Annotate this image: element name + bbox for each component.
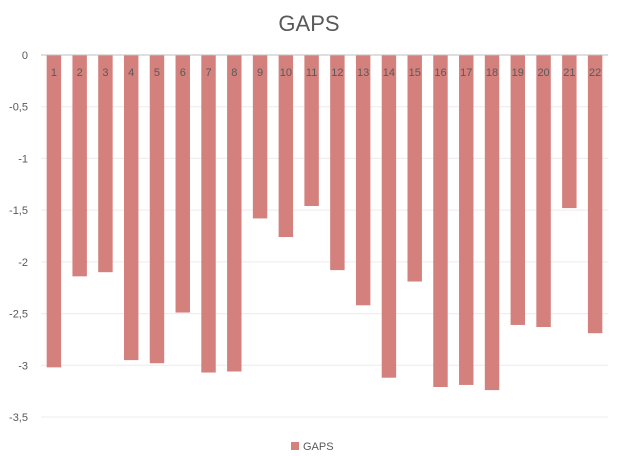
bar [433,55,448,388]
bar [149,55,165,364]
bar [381,55,397,378]
category-label: 22 [589,67,601,79]
category-label: 2 [77,67,83,79]
category-label: 7 [205,67,211,79]
x-category-labels: 1 2 3 4 5 6 7 8 9 10 11 12 13 14 15 16 17 18 19 20 21 22 [51,67,601,79]
bar [510,55,526,325]
category-label: 8 [231,67,237,79]
category-label: 16 [434,67,446,79]
category-label: 5 [154,67,160,79]
legend-label: GAPS [303,441,334,453]
bar [407,55,422,282]
category-label: 11 [306,67,317,79]
category-label: 10 [280,67,292,79]
y-tick-label: -2 [18,257,28,269]
bar [587,55,603,334]
bar [175,55,190,313]
bar [330,55,345,271]
y-tick-label: -0,5 [9,102,28,114]
bar [484,55,500,391]
bar [278,55,294,238]
category-label: 18 [486,67,498,79]
category-label: 15 [409,67,421,79]
bar [46,55,62,368]
category-label: 21 [563,67,575,79]
bar [459,55,474,385]
category-label: 3 [102,67,108,79]
category-label: 1 [51,67,57,79]
category-label: 9 [257,67,263,79]
category-label: 14 [383,67,395,79]
bar [123,55,139,361]
category-label: 4 [128,67,134,79]
category-label: 20 [537,67,549,79]
bars [46,55,603,391]
category-label: 17 [460,67,472,79]
bar [72,55,87,277]
category-label: 6 [180,67,186,79]
y-tick-label: 0 [22,50,28,62]
bar [252,55,268,219]
bar [562,55,577,209]
y-axis-ticks: 0 -0,5 -1 -1,5 -2 -2,5 -3 -3,5 [9,50,28,424]
category-label: 13 [357,67,369,79]
chart-title: GAPS [278,11,339,36]
bar [355,55,371,306]
y-tick-label: -3 [18,360,28,372]
y-tick-label: -1 [18,153,28,165]
category-label: 12 [331,67,343,79]
y-tick-label: -3,5 [9,412,28,424]
y-tick-label: -1,5 [9,205,28,217]
bar [98,55,113,273]
legend-swatch [291,442,299,450]
bar [227,55,242,372]
y-tick-label: -2,5 [9,309,28,321]
bar [304,55,319,207]
bar [201,55,216,373]
bar [536,55,551,328]
legend: GAPS [291,441,334,453]
category-label: 19 [512,67,524,79]
